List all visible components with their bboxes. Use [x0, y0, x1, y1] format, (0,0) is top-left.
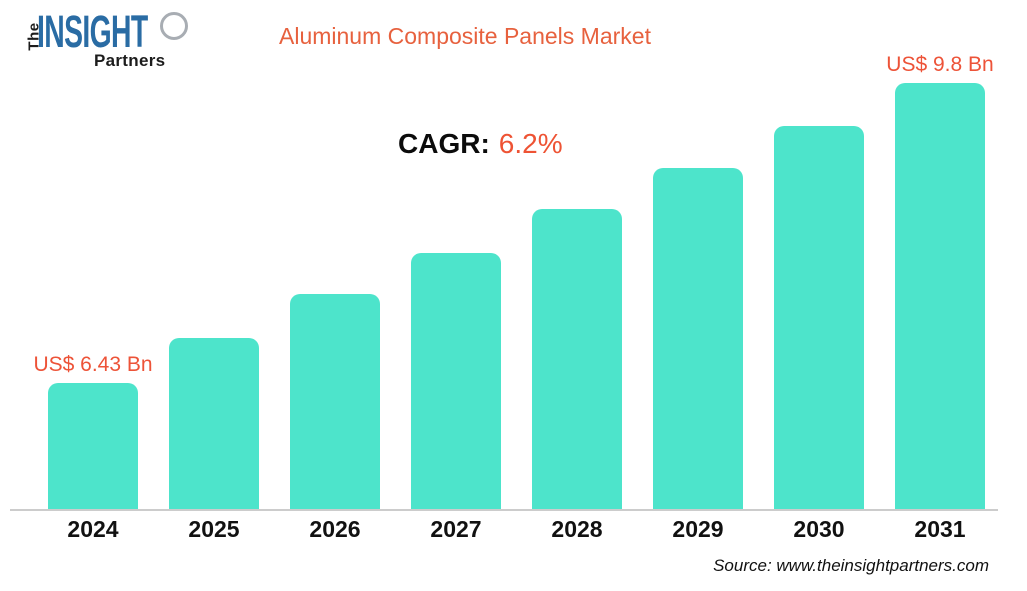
cagr-annotation: CAGR: 6.2% — [398, 128, 563, 160]
x-axis-label-2030: 2030 — [793, 516, 845, 542]
x-axis-label-2031: 2031 — [914, 516, 966, 542]
x-axis-label-2025: 2025 — [188, 516, 240, 542]
bar-2028 — [532, 209, 622, 510]
x-axis-label-2028: 2028 — [551, 516, 603, 542]
bar-2029 — [653, 168, 743, 510]
value-label-2031: US$ 9.8 Bn — [886, 53, 994, 76]
bar-2026 — [290, 294, 380, 510]
bars-layer: US$ 6.43 Bn US$ 9.8 Bn — [33, 53, 994, 510]
bar-2031 — [895, 83, 985, 510]
bar-2030 — [774, 126, 864, 510]
x-axis-label-2029: 2029 — [672, 516, 724, 542]
bar-2024 — [48, 383, 138, 510]
x-axis-label-2027: 2027 — [430, 516, 482, 542]
magnifier-icon — [160, 12, 188, 40]
logo-word-insight: INSIGHT — [37, 6, 148, 57]
source-attribution: Source: www.theinsightpartners.com — [713, 556, 989, 575]
cagr-value: 6.2% — [498, 128, 563, 159]
bar-2025 — [169, 338, 259, 510]
x-axis-label-2024: 2024 — [67, 516, 119, 542]
logo-word-partners: Partners — [94, 51, 166, 70]
company-logo: The INSIGHT Partners — [26, 6, 196, 74]
x-axis-label-2026: 2026 — [309, 516, 361, 542]
value-label-2024: US$ 6.43 Bn — [33, 353, 153, 376]
x-axis-line — [10, 509, 998, 511]
x-axis-labels: 2024 2025 2026 2027 2028 2029 2030 2031 — [48, 516, 985, 544]
cagr-label: CAGR: — [398, 128, 490, 159]
chart-title: Aluminum Composite Panels Market — [279, 23, 651, 49]
bar-2027 — [411, 253, 501, 510]
